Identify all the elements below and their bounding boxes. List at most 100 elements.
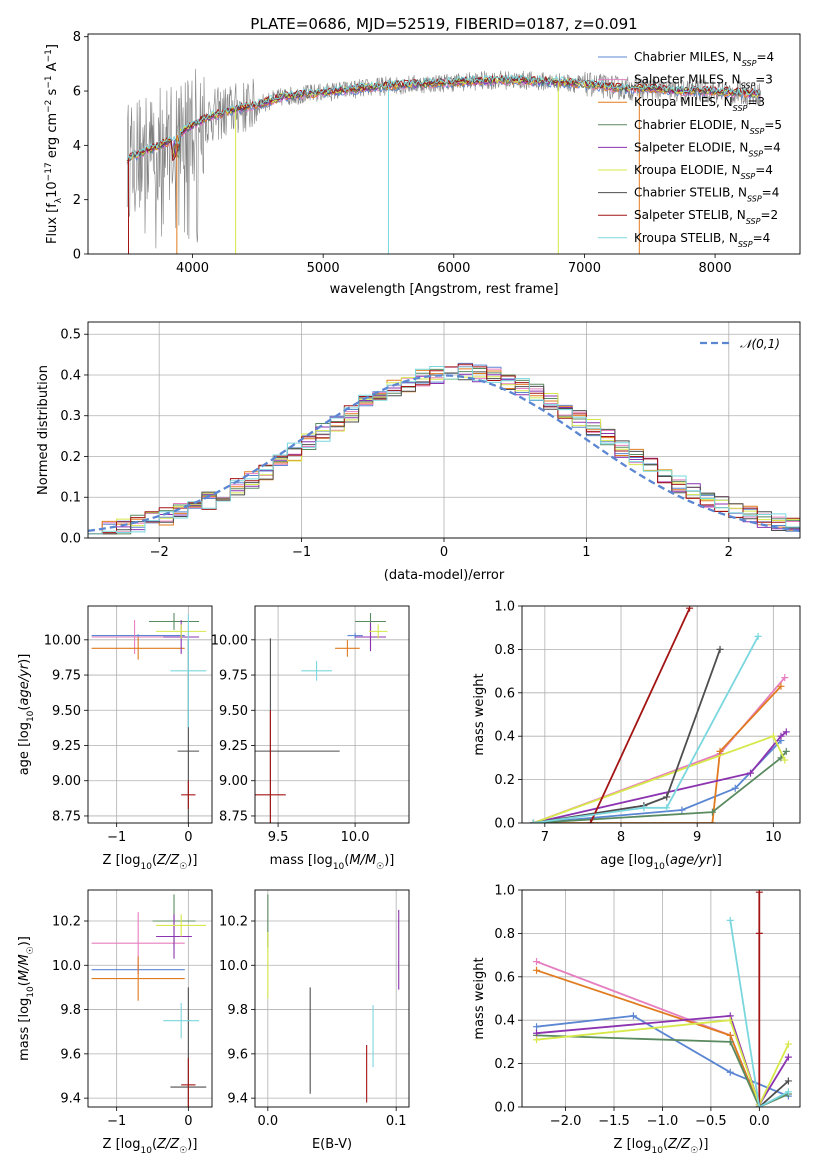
series-marker-salpeter-miles: [533, 958, 541, 966]
y-axis-label: Flux [fλ10−17 erg cm−2 s−1 A−1]: [44, 44, 64, 244]
series-line-kroupa-elodie: [536, 1019, 790, 1106]
series-marker-salpeter-elodie: [533, 1029, 541, 1037]
series-marker-salpeter-elodie: [746, 769, 754, 777]
x-tick-label: −2: [150, 545, 169, 560]
normal-reference-curve: [88, 374, 800, 533]
plot-area: [533, 890, 792, 1107]
series-line-kroupa-miles: [533, 685, 782, 823]
series-line-salpeter-stelib: [589, 607, 691, 823]
x-tick-label: −1: [107, 830, 126, 845]
series-marker-chabrier-miles: [726, 1068, 734, 1076]
residuals-panel: −2 −1 0 1 2 0.0 0.1 0.2 0.3 0.4 0.5 (data-model)/er…: [36, 321, 801, 583]
y-tick-label: 10.0: [52, 959, 81, 974]
y-tick-label: 4: [73, 139, 81, 154]
y-tick-label: 9.75: [219, 669, 248, 684]
legend: Chabrier MILES, NSSP=4 Salpeter MILES, NS…: [598, 50, 782, 248]
x-tick-label: 8000: [699, 261, 732, 276]
legend-label: Kroupa ELODIE, NSSP=4: [634, 163, 773, 181]
y-tick-label: 0.4: [60, 368, 81, 383]
y-tick-label: 0.3: [60, 409, 81, 424]
axes-frame: [87, 605, 213, 824]
y-tick-label: 9.25: [219, 739, 248, 754]
legend-label: Chabrier STELIB, NSSP=4: [634, 186, 779, 204]
spectrum-panel: 4000 5000 6000 7000 8000 0 2 4 6 8 wavelength [Ang…: [44, 30, 801, 297]
series-marker-salpeter-elodie: [777, 732, 785, 740]
x-axis-label: age [log10(age/yr)]: [600, 853, 722, 872]
y-tick-label: 8.75: [52, 809, 81, 824]
x-tick-label: 10.0: [341, 830, 370, 845]
x-tick-label: 0.1: [386, 1114, 407, 1129]
x-axis-label: Z [log10(Z/Z☉)]: [614, 1137, 709, 1156]
y-tick-label: 10.0: [219, 959, 248, 974]
series-marker-chabrier-miles: [731, 784, 739, 792]
model-spectrum-salpeter-stelib: [126, 74, 761, 161]
axes-frame: [521, 889, 801, 1108]
series-marker-salpeter-elodie: [782, 728, 790, 736]
series-marker-salpeter-elodie: [784, 1053, 792, 1061]
y-tick-label: 0: [73, 248, 81, 263]
y-tick-label: 0.6: [494, 686, 515, 701]
x-axis-label: mass [log10(M/M☉)]: [270, 853, 395, 872]
series-marker-salpeter-stelib: [755, 929, 763, 937]
series-marker-kroupa-miles: [533, 966, 541, 974]
y-tick-label: 10.2: [219, 915, 248, 930]
y-tick-label: 9.25: [52, 739, 81, 754]
plot-area: [267, 894, 400, 1103]
massweight-vs-metallicity-panel: −2.0 −1.5 −1.0 −0.5 0.0 0.0 0.2 0.4 0.6 0.8 1.0 Z […: [472, 884, 801, 1156]
y-tick-label: 0.5: [60, 328, 81, 343]
x-tick-label: 4000: [176, 261, 209, 276]
series-marker-chabrier-miles: [678, 806, 686, 814]
x-axis-label: (data-model)/error: [384, 568, 505, 583]
x-tick-label: 0.0: [749, 1114, 770, 1129]
plot-area: [255, 613, 388, 823]
model-spectrum-chabrier-stelib: [126, 75, 761, 162]
age-vs-metallicity-panel: −1 0 8.75 9.00 9.25 9.50 9.75 10.00 Z [log10(Z/Z…: [17, 605, 213, 872]
residual-histogram-kroupa-stelib: [88, 366, 800, 535]
x-tick-label: 7000: [568, 261, 601, 276]
y-axis-label: Normed distribution: [36, 365, 51, 495]
series-marker-kroupa-elodie: [784, 1040, 792, 1048]
x-tick-label: 7: [541, 830, 549, 845]
x-axis-label: Z [log10(Z/Z☉)]: [103, 853, 198, 872]
plot-area: [126, 68, 761, 254]
series-line-salpeter-miles: [533, 677, 786, 823]
x-tick-label: −1: [292, 545, 311, 560]
y-tick-label: 8.75: [219, 809, 248, 824]
series-marker-kroupa-miles: [708, 819, 716, 823]
series-marker-salpeter-stelib: [587, 819, 595, 823]
series-line-kroupa-stelib: [729, 920, 789, 1107]
x-axis-label: Z [log10(Z/Z☉)]: [103, 1137, 198, 1156]
y-tick-label: 10.00: [211, 633, 248, 648]
legend-label: Kroupa STELIB, NSSP=4: [634, 231, 770, 249]
series-marker-kroupa-stelib: [640, 804, 648, 812]
y-axis-label: mass [log10(M/M☉)]: [17, 936, 36, 1061]
x-tick-label: 8: [617, 830, 625, 845]
series-marker-kroupa-miles: [726, 1031, 734, 1039]
legend-label: Salpeter STELIB, NSSP=2: [634, 208, 778, 226]
y-tick-label: 0.2: [494, 773, 515, 788]
series-marker-kroupa-stelib: [726, 916, 734, 924]
y-axis-label: age [log10(age/yr)]: [17, 654, 36, 776]
y-tick-label: 0.2: [494, 1057, 515, 1072]
x-axis-label: wavelength [Angstrom, rest frame]: [330, 282, 559, 297]
axes-frame: [521, 605, 801, 824]
series-marker-kroupa-elodie: [769, 732, 777, 740]
y-tick-label: 0.0: [494, 817, 515, 832]
mass-vs-metallicity-panel: −1 0 9.4 9.6 9.8 10.0 10.2 Z [log10(Z/Z☉)] mass …: [17, 889, 213, 1156]
y-tick-label: 9.8: [227, 1003, 248, 1018]
y-tick-label: 1.0: [494, 884, 515, 899]
y-tick-label: 9.00: [219, 774, 248, 789]
y-tick-label: 10.00: [44, 633, 81, 648]
series-marker-kroupa-miles: [716, 747, 724, 755]
axes-frame: [87, 889, 213, 1108]
series-marker-kroupa-stelib: [754, 632, 762, 640]
axes-frame: [87, 321, 801, 539]
x-tick-label: −1.0: [647, 1114, 679, 1129]
legend-label: Salpeter MILES, NSSP=3: [634, 73, 773, 91]
axes-frame: [254, 605, 410, 824]
x-tick-label: 10: [765, 830, 782, 845]
y-tick-label: 9.75: [52, 669, 81, 684]
series-marker-salpeter-stelib: [686, 606, 694, 612]
series-marker-kroupa-stelib: [755, 1103, 763, 1107]
